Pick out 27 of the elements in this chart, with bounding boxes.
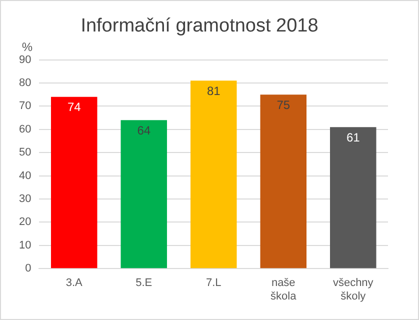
data-label: 75 <box>276 98 290 112</box>
bar <box>120 120 167 268</box>
x-tick-label: všechny školy <box>332 277 374 302</box>
bar <box>260 94 306 268</box>
bar <box>50 96 98 268</box>
data-label: 81 <box>206 84 221 98</box>
x-tick-label: naše škola <box>270 277 298 302</box>
y-tick-label: 40 <box>18 170 32 182</box>
data-label: 64 <box>137 123 151 138</box>
y-tick-label: 20 <box>18 216 32 228</box>
y-tick-label: 30 <box>18 193 32 206</box>
data-label: 61 <box>346 130 360 144</box>
y-axis-title: % <box>22 40 33 54</box>
x-tick-label: 7.L <box>206 277 222 290</box>
y-tick-label: 90 <box>18 54 32 66</box>
y-tick-label: 0 <box>25 262 32 275</box>
x-tick-label: 3.A <box>66 277 84 290</box>
bar <box>330 127 376 268</box>
y-tick-label: 10 <box>18 239 32 252</box>
chart-title: Informační gramotnost 2018 <box>80 16 318 37</box>
y-tick-label: 70 <box>18 100 32 112</box>
bar <box>190 80 237 268</box>
y-tick-label: 80 <box>18 77 32 90</box>
y-tick-label: 60 <box>18 123 32 136</box>
y-tick-label: 50 <box>18 146 32 159</box>
x-tick-label: 5.E <box>136 277 152 290</box>
data-label: 74 <box>67 100 82 114</box>
